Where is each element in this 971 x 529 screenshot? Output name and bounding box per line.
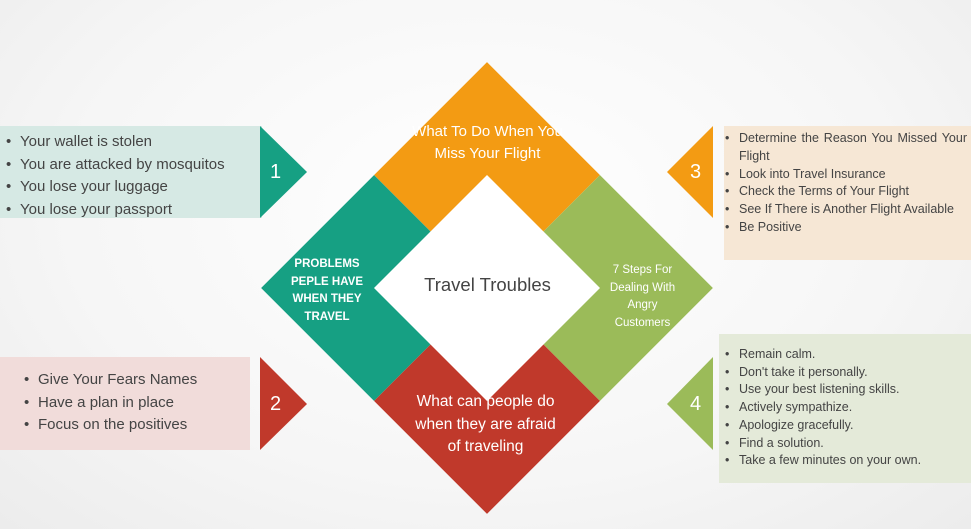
arrow-2 xyxy=(260,357,307,450)
list-item: Give Your Fears Names xyxy=(24,369,250,392)
list-item: Find a solution. xyxy=(725,435,967,453)
arrow-1 xyxy=(260,126,307,218)
panel-4: Remain calm. Don't take it personally. U… xyxy=(719,334,971,483)
list-item: Actively sympathize. xyxy=(725,399,967,417)
panel-3-list: Determine the Reason You Missed Your Fli… xyxy=(725,130,967,237)
panel-3-number: 3 xyxy=(690,161,702,183)
quadrant-bottom-label: What can people do when they are afraid … xyxy=(415,393,556,455)
arrow-4 xyxy=(667,357,713,450)
list-item: Determine the Reason You Missed Your Fli… xyxy=(725,130,967,166)
center-diamond xyxy=(374,175,600,401)
list-item: Remain calm. xyxy=(725,346,967,364)
panel-1: Your wallet is stolen You are attacked b… xyxy=(0,126,262,222)
list-item: You lose your passport xyxy=(6,199,262,222)
list-item: Use your best listening skills. xyxy=(725,381,967,399)
list-item: See If There is Another Flight Available xyxy=(725,201,967,219)
list-item: Your wallet is stolen xyxy=(6,131,262,154)
list-item: Have a plan in place xyxy=(24,392,250,415)
list-item: Look into Travel Insurance xyxy=(725,166,967,184)
quadrant-left-label: PROBLEMS PEPLE HAVE WHEN THEY TRAVEL xyxy=(291,258,363,323)
panel-2: Give Your Fears Names Have a plan in pla… xyxy=(0,357,250,450)
quadrant-right-label: 7 Steps For Dealing With Angry Customers xyxy=(609,264,676,329)
arrow-3 xyxy=(667,126,713,218)
panel-2-number: 2 xyxy=(270,393,282,415)
panel-1-number: 1 xyxy=(270,161,282,183)
panel-1-list: Your wallet is stolen You are attacked b… xyxy=(6,131,262,222)
list-item: Apologize gracefully. xyxy=(725,417,967,435)
list-item: Be Positive xyxy=(725,219,967,237)
panel-4-number: 4 xyxy=(690,393,702,415)
list-item: Don't take it personally. xyxy=(725,364,967,382)
list-item: You lose your luggage xyxy=(6,176,262,199)
list-item: You are attacked by mosquitos xyxy=(6,154,262,177)
list-item: Check the Terms of Your Flight xyxy=(725,183,967,201)
quadrant-top-label: What To Do When You Miss Your Flight xyxy=(412,123,563,162)
panel-4-list: Remain calm. Don't take it personally. U… xyxy=(725,346,967,470)
panel-2-list: Give Your Fears Names Have a plan in pla… xyxy=(24,369,250,437)
list-item: Focus on the positives xyxy=(24,414,250,437)
panel-3: Determine the Reason You Missed Your Fli… xyxy=(724,126,971,260)
center-title: Travel Troubles xyxy=(424,274,551,295)
list-item: Take a few minutes on your own. xyxy=(725,452,967,470)
